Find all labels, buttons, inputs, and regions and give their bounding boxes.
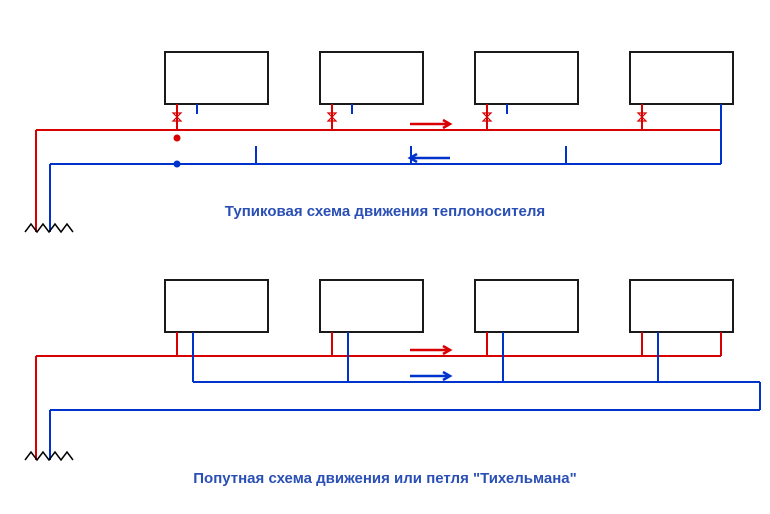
caption-deadend-scheme: Тупиковая схема движения теплоносителя (0, 203, 770, 220)
heating-schemes-diagram (0, 0, 770, 514)
caption-tichelmann-scheme: Попутная схема движения или петля "Тихел… (0, 470, 770, 487)
